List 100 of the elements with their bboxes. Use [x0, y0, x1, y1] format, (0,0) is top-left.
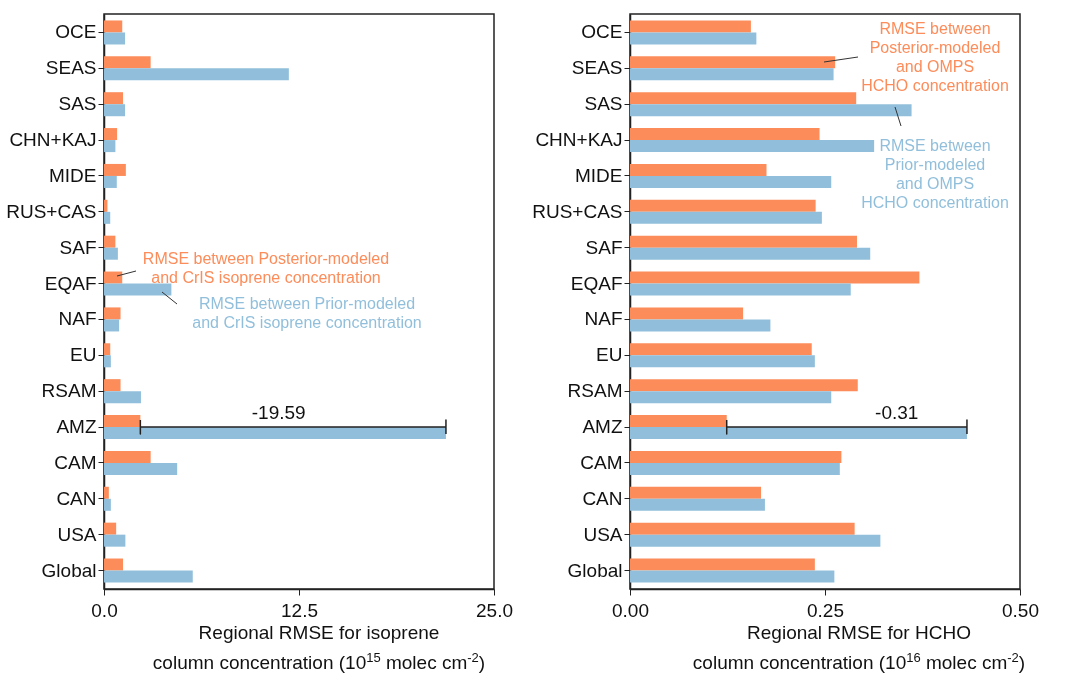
bar — [104, 570, 193, 583]
y-tick-label: RUS+CAS — [532, 200, 623, 222]
bar — [630, 558, 815, 571]
x-tick-label: 0.25 — [807, 599, 844, 621]
bar — [104, 20, 123, 33]
bar — [104, 128, 118, 141]
bar — [104, 391, 141, 404]
x-axis-title: Regional RMSE for HCHO column concentration (10$^{16}$ molec cm$^{-2}$) — [692, 622, 1026, 673]
y-tick-label: Global — [41, 559, 97, 581]
bar — [104, 486, 109, 499]
bar — [630, 271, 920, 284]
y-tick-label: NAF — [584, 308, 623, 330]
bar — [104, 355, 111, 368]
bar — [104, 140, 116, 153]
bar — [104, 522, 117, 535]
y-tick-label: CHN+KAJ — [535, 129, 623, 151]
bar — [630, 486, 762, 499]
bar — [630, 450, 842, 463]
y-tick-label: EQAF — [570, 272, 623, 294]
bar — [630, 391, 832, 404]
bar — [630, 199, 816, 212]
y-tick-label: RSAM — [41, 380, 97, 402]
bar — [104, 427, 446, 440]
bar — [104, 319, 120, 332]
y-tick-label: RSAM — [567, 380, 623, 402]
bar — [630, 319, 771, 332]
bar — [630, 355, 815, 368]
bar — [104, 283, 172, 296]
x-tick-label: 0.0 — [91, 599, 118, 621]
bar — [630, 211, 822, 224]
bar — [104, 247, 118, 260]
y-tick-label: CAN — [582, 487, 623, 509]
x-axis-title: Regional RMSE for isoprene column concentration (10$^{15}$ molec cm$^{-2}$) — [152, 622, 486, 673]
bar — [104, 379, 121, 392]
bar — [630, 92, 857, 105]
bar — [630, 415, 727, 428]
y-tick-label: AMZ — [582, 416, 623, 438]
y-tick-label: CAM — [580, 451, 623, 473]
y-tick-label: EU — [596, 344, 623, 366]
x-tick-label: 0.00 — [612, 599, 649, 621]
bar — [630, 235, 857, 248]
y-tick-label: SEAS — [571, 57, 623, 79]
series-label: RMSE between Posterior-modeled and OMPS HCHO concentration — [861, 20, 1009, 94]
bar — [104, 68, 289, 81]
bar — [630, 32, 757, 45]
bar — [104, 462, 178, 475]
annotation: -0.31 — [875, 402, 919, 424]
x-tick-label: 12.5 — [281, 599, 318, 621]
y-tick-label: USA — [583, 523, 623, 545]
bar — [630, 522, 855, 535]
bar — [630, 175, 832, 188]
bar — [630, 163, 767, 176]
y-tick-label: RUS+CAS — [6, 200, 97, 222]
y-tick-label: CHN+KAJ — [9, 129, 97, 151]
y-tick-label: CAN — [56, 487, 97, 509]
bar — [630, 56, 836, 69]
bar — [104, 92, 124, 105]
bar — [630, 104, 912, 117]
bar — [630, 140, 875, 153]
bar — [630, 20, 751, 33]
y-tick-label: Global — [567, 559, 623, 581]
y-tick-label: AMZ — [56, 416, 97, 438]
y-tick-label: CAM — [54, 451, 97, 473]
bar — [104, 163, 126, 176]
bar — [630, 128, 820, 141]
bar — [630, 498, 765, 511]
y-tick-label: OCE — [55, 21, 97, 43]
y-tick-label: SAF — [585, 236, 623, 258]
bar — [630, 68, 834, 81]
bar — [104, 415, 141, 428]
bar — [630, 462, 840, 475]
bar — [104, 450, 151, 463]
x-tick-label: 25.0 — [476, 599, 513, 621]
bar — [104, 343, 111, 356]
bar — [104, 104, 126, 117]
y-tick-label: EU — [70, 344, 97, 366]
y-tick-label: NAF — [58, 308, 97, 330]
y-tick-label: SAF — [59, 236, 97, 258]
series-label: RMSE between Posterior-modeled and CrIS isoprene concentration — [142, 250, 390, 286]
y-tick-label: SAS — [584, 93, 623, 115]
annotation: -19.59 — [251, 402, 306, 424]
bar — [104, 56, 151, 69]
bar — [104, 175, 117, 188]
bar — [630, 247, 871, 260]
bar — [630, 307, 744, 320]
bar — [104, 32, 126, 45]
x-tick-label: 0.50 — [1002, 599, 1039, 621]
bar — [104, 211, 111, 224]
y-tick-label: USA — [57, 523, 97, 545]
bar — [630, 343, 812, 356]
y-tick-label: OCE — [581, 21, 623, 43]
bar — [630, 570, 835, 583]
bar — [104, 271, 123, 284]
bar — [104, 498, 111, 511]
bar — [630, 534, 881, 547]
bar — [104, 307, 121, 320]
bar — [104, 534, 126, 547]
bar — [630, 283, 851, 296]
y-tick-label: SAS — [58, 93, 97, 115]
bar — [630, 379, 858, 392]
